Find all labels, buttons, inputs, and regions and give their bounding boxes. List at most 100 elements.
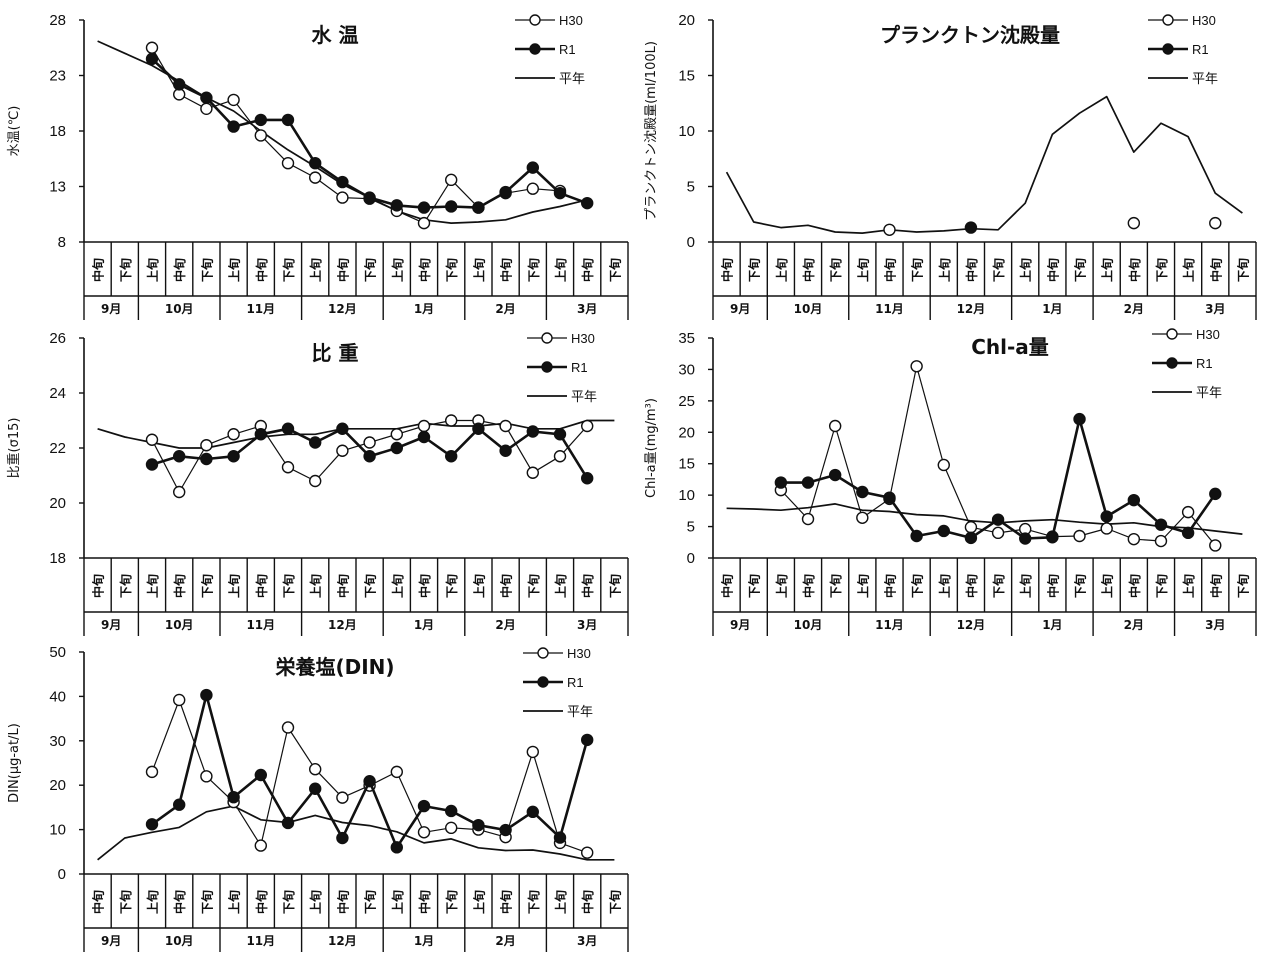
data-point [145, 458, 159, 471]
legend-label: 平年 [567, 704, 593, 719]
y-tick-label: 30 [678, 361, 695, 378]
x-tick-label: 中旬 [172, 574, 187, 598]
x-tick-label: 上旬 [1100, 574, 1115, 598]
data-point [910, 529, 923, 543]
data-point [553, 186, 567, 200]
data-point [172, 693, 186, 707]
x-month-label: 9月 [730, 618, 750, 632]
legend-marker [1166, 328, 1178, 340]
x-tick-label: 中旬 [417, 574, 432, 598]
data-point [336, 831, 349, 845]
data-point [390, 841, 403, 854]
y-tick-label: 18 [49, 123, 66, 140]
data-point [281, 156, 295, 170]
series-line [97, 805, 615, 861]
x-tick-label: 中旬 [499, 258, 514, 282]
x-tick-label: 上旬 [308, 574, 323, 598]
x-tick-label: 上旬 [937, 258, 952, 282]
x-tick-label: 下旬 [199, 574, 214, 598]
x-tick-label: 中旬 [580, 258, 595, 282]
chart-title: プランクトン沈殿量 [880, 23, 1060, 47]
data-point [145, 433, 159, 446]
x-month-label: 12月 [328, 302, 357, 316]
data-point [309, 763, 322, 776]
x-tick-label: 中旬 [254, 890, 269, 914]
x-month-label: 12月 [328, 618, 357, 632]
legend-label: H30 [567, 646, 591, 661]
data-point [309, 782, 322, 795]
x-tick-label: 下旬 [118, 574, 133, 598]
data-point [801, 512, 815, 526]
x-tick-label: 中旬 [417, 258, 432, 282]
x-tick-label: 上旬 [390, 258, 405, 282]
y-axis-label: プランクトン沈殿量(ml/100L) [644, 41, 659, 221]
x-tick-label: 上旬 [308, 258, 323, 282]
data-point [417, 799, 431, 813]
data-point [200, 102, 213, 116]
data-point [363, 450, 376, 463]
x-month-label: 2月 [495, 934, 515, 948]
x-tick-label: 上旬 [145, 258, 160, 282]
y-axis-label: 比重(σ15) [6, 418, 22, 479]
legend: H30 R1 平年 [515, 13, 585, 86]
y-tick-label: 13 [49, 179, 66, 196]
series-R1 [145, 422, 594, 485]
x-month-label: 10月 [794, 302, 823, 316]
data-point [581, 196, 594, 210]
x-month-label: 9月 [101, 618, 121, 632]
data-point [145, 765, 159, 779]
y-axis-label: 水温(℃) [7, 106, 22, 157]
x-tick-label: 下旬 [1154, 574, 1169, 598]
data-point [309, 156, 322, 170]
data-point [499, 419, 512, 433]
x-month-label: 12月 [957, 302, 986, 316]
legend-label: R1 [567, 675, 584, 690]
data-point [526, 466, 539, 479]
x-tick-label: 上旬 [553, 574, 568, 598]
x-month-label: 3月 [577, 618, 597, 632]
data-point [200, 452, 213, 466]
series-R1 [145, 688, 594, 854]
data-point [172, 485, 186, 499]
data-point [526, 425, 539, 438]
legend-label: 平年 [559, 71, 585, 86]
chart-title: 比 重 [312, 341, 359, 365]
x-tick-label: 下旬 [444, 890, 459, 914]
legend-marker [1166, 357, 1178, 369]
data-point [445, 173, 458, 187]
x-tick-label: 中旬 [1127, 574, 1142, 598]
data-point [1100, 510, 1113, 523]
data-point [200, 91, 213, 104]
data-point [1127, 216, 1141, 230]
x-tick-label: 上旬 [553, 258, 568, 282]
legend-label: 平年 [571, 389, 597, 404]
x-tick-label: 上旬 [1181, 258, 1196, 282]
data-point [227, 428, 240, 441]
data-point [828, 419, 842, 433]
x-tick-label: 下旬 [1235, 574, 1250, 598]
data-point [172, 798, 186, 811]
x-tick-label: 下旬 [910, 258, 925, 282]
data-point [281, 113, 295, 127]
legend-label: R1 [559, 42, 576, 57]
legend-label: 平年 [1196, 385, 1222, 400]
data-point [336, 444, 349, 457]
x-tick-label: 中旬 [254, 574, 269, 598]
x-tick-label: 上旬 [145, 890, 160, 914]
legend: H30 R1 平年 [527, 331, 597, 404]
x-tick-label: 中旬 [335, 258, 350, 282]
x-tick-label: 下旬 [607, 258, 622, 282]
y-tick-label: 22 [49, 440, 66, 457]
x-month-label: 9月 [101, 302, 121, 316]
x-tick-label: 下旬 [363, 574, 378, 598]
x-tick-label: 上旬 [937, 574, 952, 598]
chart-title: Chl-a量 [971, 335, 1049, 359]
data-point [1046, 531, 1059, 544]
data-point [1127, 493, 1141, 507]
x-month-label: 11月 [875, 302, 904, 316]
data-point [581, 846, 594, 859]
series-line [151, 693, 589, 849]
x-tick-label: 中旬 [964, 574, 979, 598]
x-tick-label: 中旬 [499, 574, 514, 598]
